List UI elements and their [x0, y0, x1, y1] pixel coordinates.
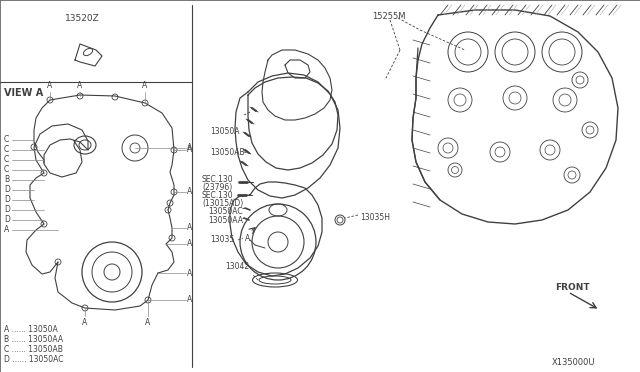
Text: A: A [77, 81, 83, 90]
Text: D ...... 13050AC: D ...... 13050AC [4, 355, 63, 364]
Text: A: A [187, 145, 192, 154]
Text: A: A [83, 318, 88, 327]
Text: D: D [4, 196, 10, 205]
Text: C: C [4, 155, 9, 164]
Text: 13035: 13035 [210, 235, 234, 244]
Text: 13050AC: 13050AC [208, 207, 243, 216]
Text: (13015AD): (13015AD) [202, 199, 243, 208]
Text: X135000U: X135000U [552, 358, 595, 367]
Text: C: C [4, 135, 9, 144]
Text: A: A [187, 224, 192, 232]
Text: B: B [4, 176, 9, 185]
Text: A: A [187, 240, 192, 248]
Text: A: A [245, 234, 251, 243]
Text: A: A [47, 81, 52, 90]
Text: A: A [187, 295, 192, 305]
Text: A: A [4, 225, 9, 234]
Text: 13050AA: 13050AA [208, 216, 243, 225]
Text: 15255M: 15255M [372, 12, 406, 21]
Text: A ...... 13050A: A ...... 13050A [4, 325, 58, 334]
Text: B ...... 13050AA: B ...... 13050AA [4, 335, 63, 344]
Text: 13035H: 13035H [360, 213, 390, 222]
Text: A: A [187, 269, 192, 278]
Text: 13520Z: 13520Z [65, 14, 100, 23]
Text: SEC.130: SEC.130 [202, 191, 234, 200]
Text: D: D [4, 205, 10, 215]
Text: (23796): (23796) [202, 183, 232, 192]
Text: C ...... 13050AB: C ...... 13050AB [4, 345, 63, 354]
Text: A: A [187, 187, 192, 196]
Text: 13050AB: 13050AB [210, 148, 244, 157]
Text: C: C [4, 145, 9, 154]
Text: D: D [4, 215, 10, 224]
Text: FRONT: FRONT [555, 283, 589, 292]
Text: A: A [145, 318, 150, 327]
Text: VIEW A: VIEW A [4, 88, 44, 98]
Text: D: D [4, 186, 10, 195]
Text: A: A [142, 81, 148, 90]
Text: SEC.130: SEC.130 [202, 175, 234, 184]
Text: 13042: 13042 [225, 262, 249, 271]
Text: A: A [187, 144, 192, 153]
Text: 13050A: 13050A [210, 127, 239, 136]
Text: C: C [4, 166, 9, 174]
